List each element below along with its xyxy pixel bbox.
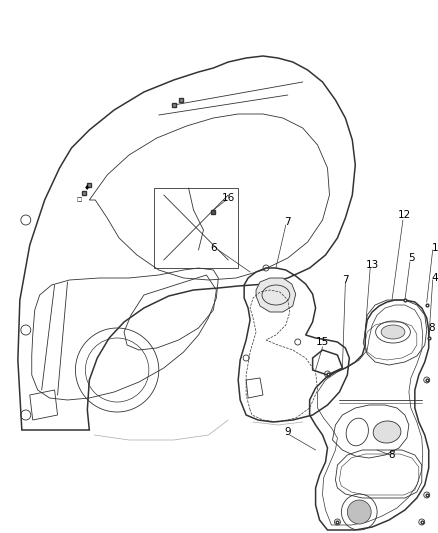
Text: 8: 8 [428,323,435,333]
Text: 4: 4 [431,273,438,283]
Text: 13: 13 [366,260,379,270]
Text: 7: 7 [342,275,349,285]
Text: 7: 7 [285,217,291,227]
Ellipse shape [373,421,401,443]
Text: 6: 6 [210,243,217,253]
Text: □: □ [77,198,82,203]
Text: 15: 15 [316,337,329,347]
Text: 12: 12 [398,210,412,220]
Text: ♦: ♦ [84,185,91,191]
Text: 8: 8 [389,450,396,460]
Polygon shape [256,278,296,312]
Text: 16: 16 [222,193,235,203]
Circle shape [347,500,371,524]
Text: 1: 1 [431,243,438,253]
Ellipse shape [381,325,405,339]
Text: 9: 9 [285,427,291,437]
Text: 5: 5 [409,253,415,263]
